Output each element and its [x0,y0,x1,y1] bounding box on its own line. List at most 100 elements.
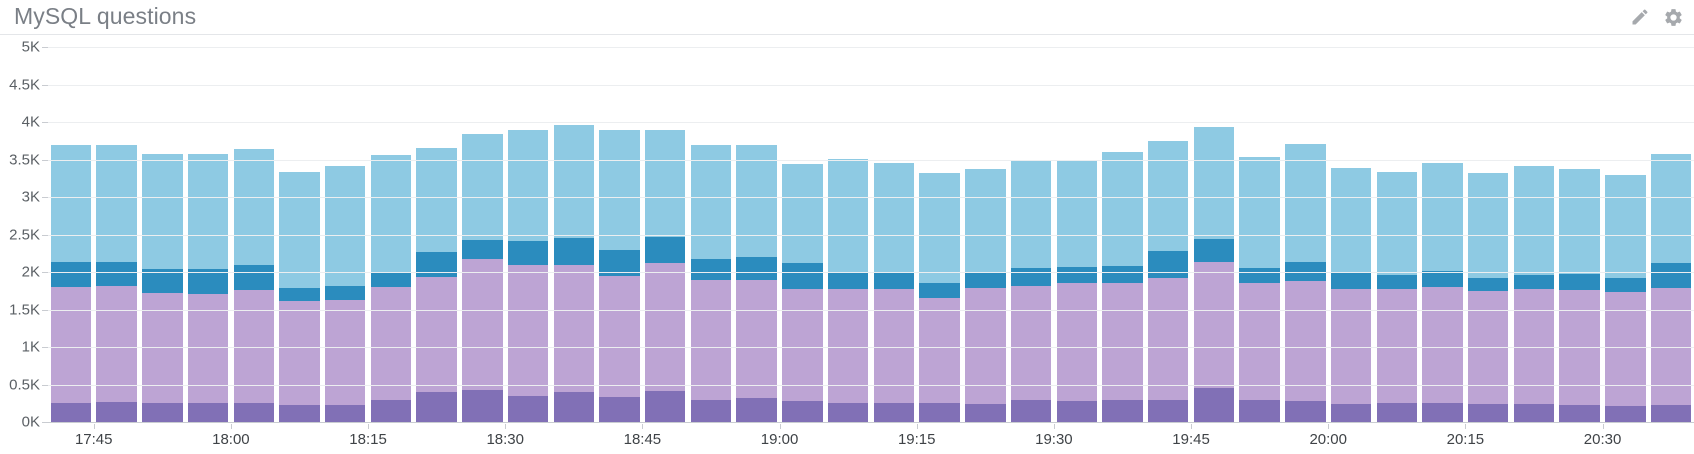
bar-segment [553,392,595,422]
bar-segment [827,158,869,273]
bar-segment [233,290,274,403]
stacked-bar[interactable] [736,144,777,422]
stacked-bar[interactable] [507,130,549,422]
stacked-bar[interactable] [370,155,412,422]
y-axis-tick [42,159,48,161]
bar-segment [553,125,595,239]
bar-segment [416,277,457,392]
x-axis-tick [230,424,232,429]
bar-segment [324,299,366,405]
x-axis-tick [1465,424,1467,429]
y-axis-tick [42,197,48,198]
stacked-bar[interactable] [782,164,823,422]
bar-segment [1102,266,1143,284]
page-title: MySQL questions [14,3,197,29]
bar-segment [690,258,732,280]
bar-segment [1010,286,1052,401]
stacked-bar[interactable] [1010,159,1052,422]
bar-segment [279,404,320,422]
bar-segment [96,286,137,402]
stacked-bar[interactable] [919,173,960,422]
bar-segment [827,272,869,290]
bar-segment [1422,287,1463,404]
stacked-bar[interactable] [873,162,915,422]
stacked-bar[interactable] [1193,127,1235,422]
edit-pencil-icon[interactable] [1630,7,1650,27]
bar-segment [1239,283,1280,401]
bar-segment [370,287,412,400]
bar-segment [233,149,274,265]
bar-segment [736,257,777,280]
stacked-bar[interactable] [1376,172,1418,422]
stacked-bar[interactable] [279,171,320,422]
bar-segment [187,403,229,422]
bar-segment [50,262,92,287]
stacked-bar[interactable] [50,144,92,422]
y-axis-label: 2.5K [9,226,40,243]
bar-segment [462,134,503,240]
bar-segment [1193,239,1235,262]
bar-segment [279,287,320,302]
stacked-bar[interactable] [1650,154,1692,422]
gear-icon[interactable] [1663,7,1684,28]
bar-segment [1376,172,1418,275]
bar-segment [1422,271,1463,287]
bar-segment [690,279,732,400]
gridline [48,122,1694,123]
bar-segment [919,173,960,284]
chart-area: 0K 0.5K 1K 1.5K 2K 2.5K 3K 3.5K 4K 4.5K 5K 17:45 18… [0,35,1694,454]
gridline [48,347,1694,348]
stacked-bar[interactable] [690,145,732,422]
gridline [48,422,1694,423]
bar-segment [142,403,183,422]
bar-segment [782,288,823,401]
stacked-bar[interactable] [1102,152,1143,422]
stacked-bar[interactable] [827,158,869,422]
stacked-bar[interactable] [1285,143,1326,422]
bar-segment [1193,127,1235,239]
stacked-bar[interactable] [1239,157,1280,422]
bar-segment [233,402,274,422]
stacked-bar[interactable] [416,148,457,422]
bar-segment [1285,143,1326,263]
bar-segment [1102,283,1143,401]
bar-segment [553,238,595,265]
gridline [48,272,1694,273]
gridline [48,84,1694,86]
y-axis-label: 2K [21,263,40,281]
bar-segment [599,397,640,422]
gridline [48,384,1694,386]
bar-segment [96,144,137,263]
stacked-bar[interactable] [645,130,686,422]
bar-segment [1193,387,1235,422]
stacked-bar[interactable] [187,154,229,422]
bar-segment [507,240,549,266]
stacked-bar[interactable] [233,149,274,422]
x-axis-tick [1328,424,1330,429]
bar-segment [462,259,503,390]
gridline [48,197,1694,198]
bar-segment [1147,399,1189,422]
gridline [48,159,1694,161]
y-axis-tick [42,347,48,348]
y-axis-label: 0K [21,413,40,431]
x-axis: 17:45 18:00 18:15 18:30 18:45 19:00 19:15 19:30… [48,424,1694,454]
bar-segment [279,171,320,288]
x-axis-tick [1602,424,1604,429]
stacked-bar[interactable] [1422,162,1463,422]
stacked-bar[interactable] [553,125,595,422]
stacked-bar[interactable] [462,134,503,422]
stacked-bar[interactable] [599,129,640,422]
bar-segment [1422,162,1463,272]
stacked-bar[interactable] [1605,175,1646,422]
stacked-bar[interactable] [324,166,366,422]
bar-segment [1239,400,1280,422]
stacked-bar[interactable] [96,144,137,422]
stacked-bar[interactable] [1056,159,1097,422]
bar-segment [919,298,960,404]
stacked-bar[interactable] [142,153,183,422]
stacked-bar[interactable] [1147,140,1189,422]
bar-segment [1605,175,1646,278]
gridline [48,47,1694,48]
